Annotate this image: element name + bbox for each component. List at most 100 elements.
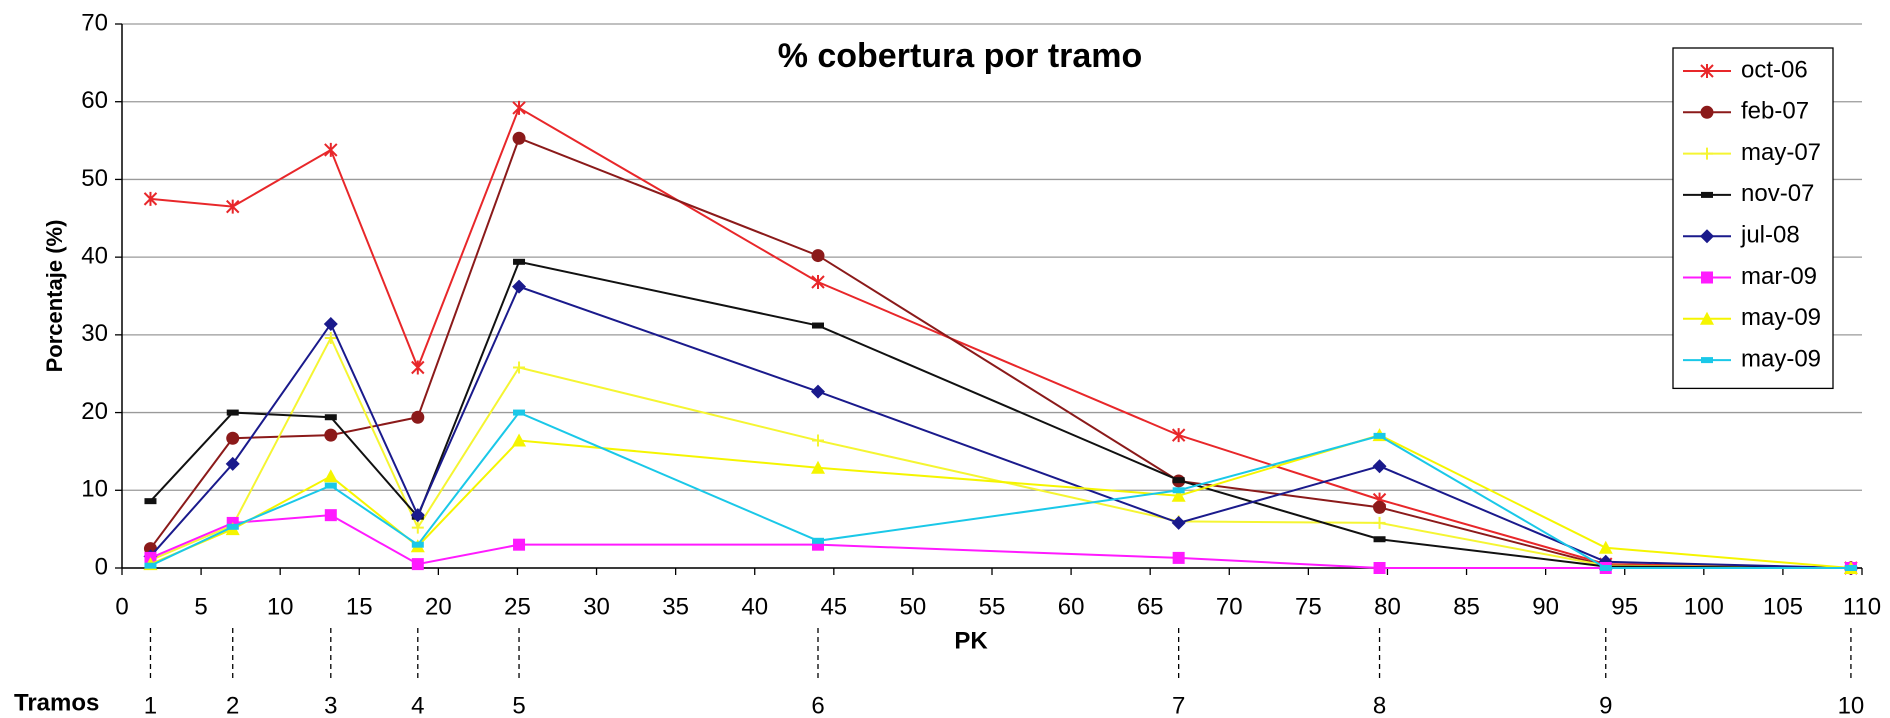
marker [144, 562, 157, 569]
marker [1171, 515, 1186, 530]
x-tick-label: 60 [1058, 593, 1085, 620]
marker [1700, 105, 1714, 119]
x-tick-label: 10 [267, 593, 294, 620]
x-tick-label: 80 [1374, 593, 1401, 620]
legend-label: may-07 [1741, 139, 1821, 166]
y-tick-label: 0 [95, 553, 108, 580]
x-tick-label: 0 [115, 593, 128, 620]
marker [324, 482, 337, 489]
x-tick-label: 5 [194, 593, 207, 620]
y-tick-label: 60 [81, 87, 108, 114]
legend-label: may-09 [1741, 304, 1821, 331]
x-tick-label: 20 [425, 593, 452, 620]
legend-label: jul-08 [1740, 222, 1800, 249]
x-tick-label: 75 [1295, 593, 1322, 620]
series-line [149, 136, 1851, 569]
marker [512, 433, 527, 447]
x-axis-label: PK [954, 627, 988, 654]
marker [1700, 311, 1714, 325]
marker [1172, 477, 1185, 484]
legend-label: may-09 [1741, 345, 1821, 372]
marker [811, 460, 825, 474]
marker [143, 191, 158, 206]
marker [512, 100, 526, 115]
y-axis-label: Porcentaje (%) [42, 220, 67, 373]
marker [324, 509, 337, 522]
marker [324, 414, 337, 421]
y-tick-label: 30 [81, 320, 108, 347]
marker [811, 384, 825, 399]
x-tick-label: 40 [741, 593, 768, 620]
series-line [150, 335, 1851, 569]
tramos-label: Tramos [14, 689, 99, 716]
tramo-label: 10 [1838, 692, 1865, 718]
tramo-label: 5 [512, 692, 525, 718]
marker [1373, 516, 1386, 529]
series-line [149, 285, 1851, 569]
marker [411, 541, 424, 548]
series-line [150, 411, 1851, 569]
marker [811, 249, 825, 263]
marker [1373, 536, 1386, 543]
series-line [150, 514, 1851, 569]
marker [324, 331, 337, 344]
chart-title: % cobertura por tramo [778, 37, 1143, 75]
marker [323, 469, 338, 483]
marker [144, 498, 157, 505]
tramo-label: 3 [324, 692, 337, 718]
marker [324, 428, 338, 442]
tramo-label: 8 [1373, 692, 1386, 718]
marker [1701, 271, 1713, 284]
marker [411, 360, 425, 375]
marker [226, 523, 239, 530]
marker [812, 537, 824, 544]
marker [1700, 64, 1714, 78]
marker [1373, 500, 1387, 514]
marker [226, 409, 239, 416]
legend-box [1672, 47, 1834, 390]
y-tick-label: 50 [81, 165, 108, 192]
x-tick-label: 95 [1611, 593, 1638, 620]
tramo-label: 9 [1599, 692, 1612, 718]
marker [226, 199, 240, 214]
marker [513, 361, 526, 374]
series-line [150, 434, 1852, 569]
x-tick-label: 55 [979, 593, 1006, 620]
marker [512, 131, 526, 145]
marker [411, 410, 425, 424]
x-tick-label: 65 [1137, 593, 1164, 620]
tramo-label: 7 [1172, 692, 1185, 718]
x-tick-label: 50 [900, 593, 927, 620]
marker [1172, 551, 1185, 564]
marker [1701, 357, 1713, 364]
x-tick-label: 15 [346, 593, 373, 620]
marker [323, 316, 338, 331]
x-tick-label: 35 [662, 593, 689, 620]
marker [512, 279, 527, 294]
marker [513, 538, 526, 551]
marker [324, 142, 338, 157]
legend-label: feb-07 [1741, 98, 1809, 125]
marker [1172, 487, 1185, 494]
marker [1171, 488, 1186, 502]
marker [410, 508, 425, 523]
x-tick-label: 70 [1216, 593, 1243, 620]
x-tick-label: 45 [820, 593, 847, 620]
marker [1701, 191, 1713, 198]
x-tick-label: 85 [1453, 593, 1480, 620]
marker [812, 322, 824, 329]
y-tick-label: 20 [81, 398, 108, 425]
marker [411, 558, 424, 571]
x-tick-label: 110 [1843, 593, 1881, 620]
marker [1599, 565, 1612, 571]
x-tick-label: 90 [1532, 593, 1559, 620]
marker [812, 434, 824, 447]
tramo-label: 6 [811, 692, 824, 718]
marker [226, 431, 240, 445]
x-tick-label: 100 [1684, 593, 1724, 620]
marker [1372, 459, 1387, 474]
series-line [150, 106, 1851, 569]
x-tick-label: 105 [1763, 593, 1803, 620]
marker [1598, 540, 1613, 554]
